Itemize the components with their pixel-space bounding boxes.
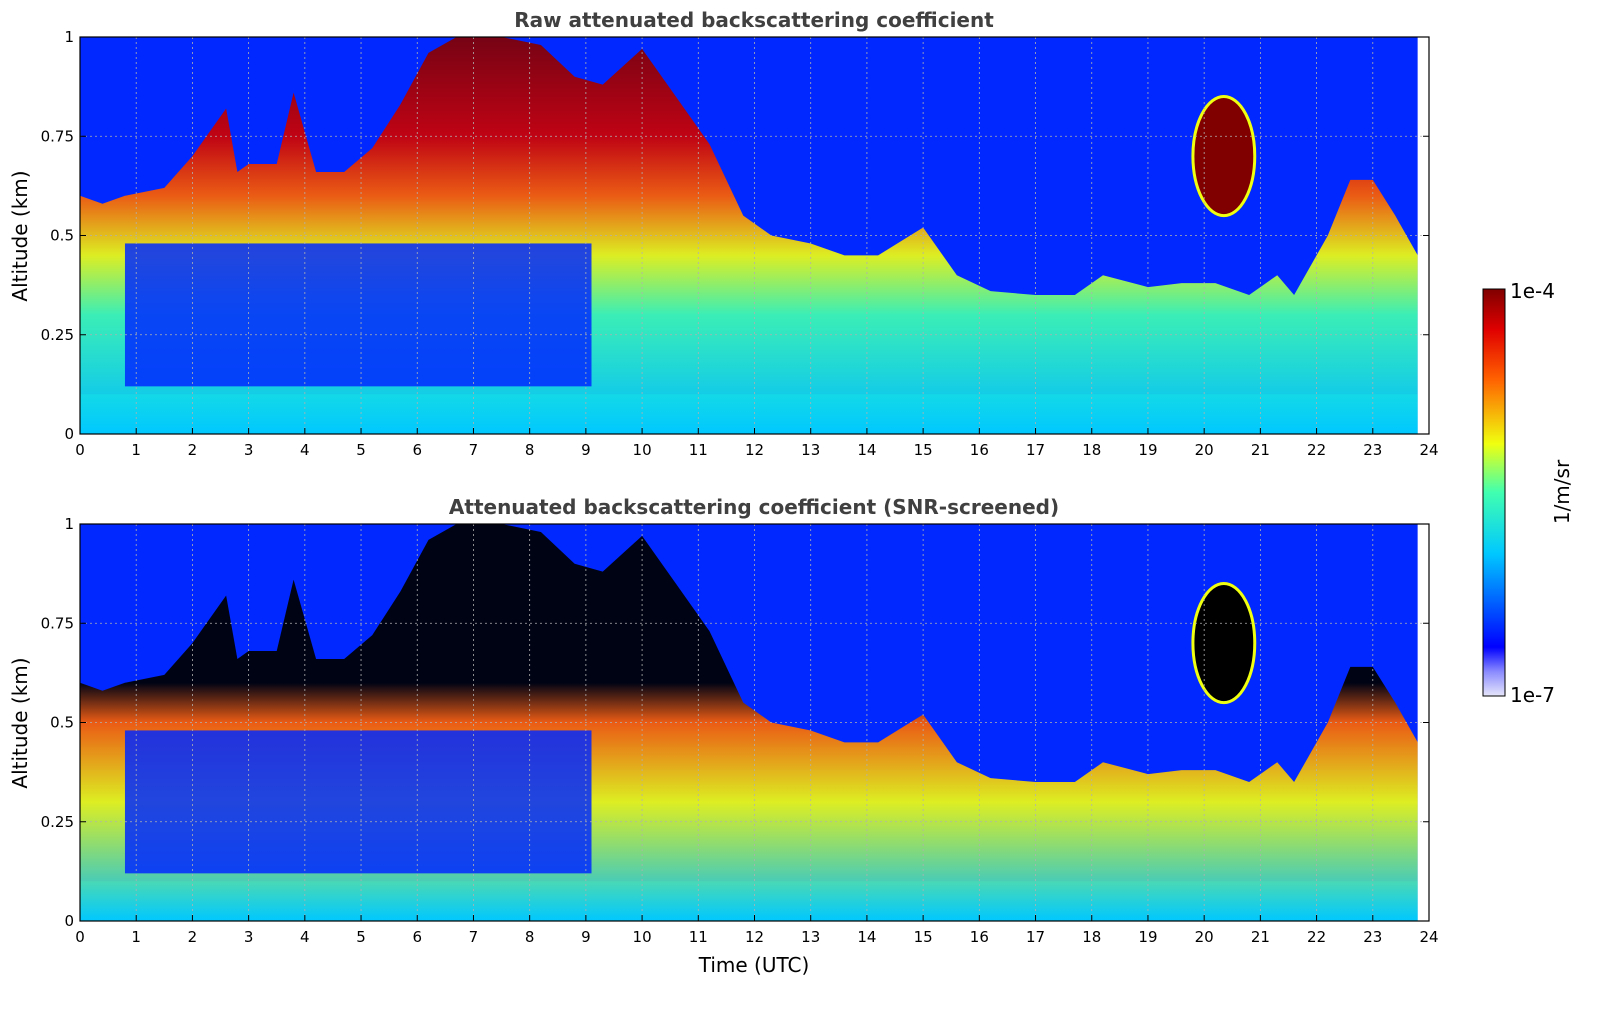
x-tick-label: 22 xyxy=(1307,441,1326,459)
x-tick-label: 24 xyxy=(1419,441,1438,459)
x-tick-label: 0 xyxy=(75,441,85,459)
colorbar: 1e-4 1e-7 1/m/sr xyxy=(1482,279,1574,707)
y-tick-label: 1 xyxy=(64,28,74,46)
x-tick-label: 6 xyxy=(412,928,422,946)
x-tick-label: 7 xyxy=(469,928,479,946)
x-tick-label: 15 xyxy=(914,441,933,459)
clear-air-signal xyxy=(124,730,592,874)
x-tick-label: 4 xyxy=(300,441,310,459)
y-tick-label: 0.75 xyxy=(41,127,74,145)
x-tick-label: 16 xyxy=(970,928,989,946)
x-tick-label: 15 xyxy=(914,928,933,946)
x-tick-label: 8 xyxy=(525,928,535,946)
y-tick-label: 0 xyxy=(64,425,74,443)
x-tick-label: 17 xyxy=(1026,928,1045,946)
x-tick-label: 23 xyxy=(1363,441,1382,459)
x-tick-label: 12 xyxy=(745,928,764,946)
colorbar-gradient xyxy=(1482,288,1506,697)
y-axis: 0 0.25 0.5 0.75 1 xyxy=(41,28,1429,443)
y-tick-label: 0.5 xyxy=(50,714,74,732)
y-tick-label: 0.75 xyxy=(41,614,74,632)
x-tick-label: 12 xyxy=(745,441,764,459)
x-tick-label: 10 xyxy=(633,928,652,946)
x-tick-label: 22 xyxy=(1307,928,1326,946)
grid xyxy=(80,37,1429,434)
x-tick-label: 1 xyxy=(131,441,141,459)
x-tick-label: 14 xyxy=(857,928,876,946)
x-tick-label: 7 xyxy=(469,441,479,459)
x-tick-label: 2 xyxy=(188,928,198,946)
x-tick-label: 13 xyxy=(801,928,820,946)
x-tick-label: 19 xyxy=(1138,928,1157,946)
x-tick-label: 13 xyxy=(801,441,820,459)
x-tick-label: 24 xyxy=(1419,928,1438,946)
x-tick-label: 5 xyxy=(356,928,366,946)
heatmap-area xyxy=(80,524,1429,921)
raw-backscatter-panel: Raw attenuated backscattering coefficien… xyxy=(8,8,1439,459)
x-tick-label: 19 xyxy=(1138,441,1157,459)
x-tick-label: 2 xyxy=(188,441,198,459)
y-axis-label: Altitude (km) xyxy=(8,170,32,301)
x-tick-label: 21 xyxy=(1251,441,1270,459)
x-tick-label: 8 xyxy=(525,441,535,459)
x-tick-label: 21 xyxy=(1251,928,1270,946)
y-tick-label: 0.25 xyxy=(41,326,74,344)
heatmap-area xyxy=(80,37,1429,434)
x-tick-label: 3 xyxy=(244,928,254,946)
y-tick-label: 1 xyxy=(64,515,74,533)
x-tick-label: 9 xyxy=(581,928,591,946)
x-tick-label: 20 xyxy=(1195,441,1214,459)
y-tick-label: 0.25 xyxy=(41,813,74,831)
panel-title: Raw attenuated backscattering coefficien… xyxy=(514,8,994,32)
colorbar-max-label: 1e-4 xyxy=(1510,279,1555,303)
x-tick-label: 17 xyxy=(1026,441,1045,459)
x-tick-label: 3 xyxy=(244,441,254,459)
x-tick-label: 16 xyxy=(970,441,989,459)
x-tick-label: 18 xyxy=(1082,928,1101,946)
screened-backscatter-panel: Attenuated backscattering coefficient (S… xyxy=(8,495,1439,977)
y-tick-label: 0.5 xyxy=(50,227,74,245)
elevated-cloud xyxy=(1191,582,1257,705)
x-tick-label: 5 xyxy=(356,441,366,459)
colorbar-unit-label: 1/m/sr xyxy=(1550,459,1574,524)
x-tick-label: 11 xyxy=(689,928,708,946)
y-axis-label: Altitude (km) xyxy=(8,657,32,788)
x-tick-label: 1 xyxy=(131,928,141,946)
x-tick-label: 11 xyxy=(689,441,708,459)
y-tick-label: 0 xyxy=(64,912,74,930)
x-tick-label: 0 xyxy=(75,928,85,946)
x-tick-label: 23 xyxy=(1363,928,1382,946)
elevated-cloud xyxy=(1191,95,1257,218)
y-axis: 0 0.25 0.5 0.75 1 xyxy=(41,515,1429,930)
panel-title: Attenuated backscattering coefficient (S… xyxy=(449,495,1059,519)
x-tick-label: 18 xyxy=(1082,441,1101,459)
grid xyxy=(80,524,1429,921)
clear-air-signal xyxy=(124,243,592,387)
colorbar-min-label: 1e-7 xyxy=(1510,683,1555,707)
x-axis: 0 1 2 3 4 5 6 7 8 9 10 11 12 13 14 15 16 17 18 19 20 21 22 23 24 xyxy=(75,915,1439,946)
x-tick-label: 10 xyxy=(633,441,652,459)
x-tick-label: 4 xyxy=(300,928,310,946)
heatmap-fill xyxy=(80,524,1429,921)
x-tick-label: 6 xyxy=(412,441,422,459)
x-axis: 0 1 2 3 4 5 6 7 8 9 10 11 12 13 14 15 16 17 18 19 20 21 22 23 24 xyxy=(75,428,1439,459)
x-axis-label: Time (UTC) xyxy=(698,953,810,977)
x-tick-label: 20 xyxy=(1195,928,1214,946)
x-tick-label: 9 xyxy=(581,441,591,459)
x-tick-label: 14 xyxy=(857,441,876,459)
